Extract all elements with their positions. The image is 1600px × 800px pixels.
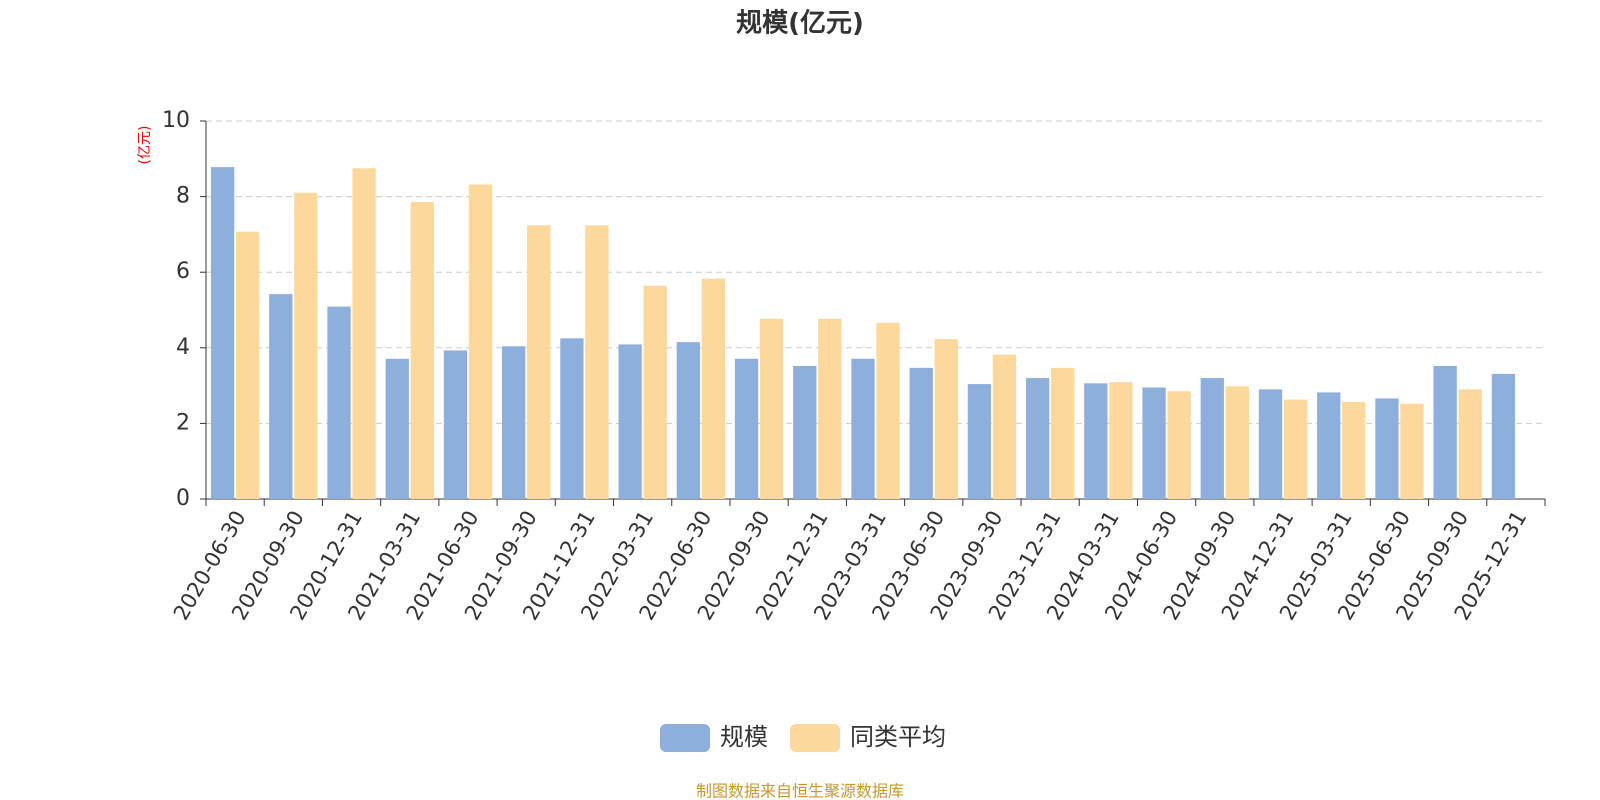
bar <box>992 354 1017 499</box>
legend-label: 规模 <box>720 723 768 751</box>
y-tick-label: 6 <box>176 259 190 284</box>
bar <box>876 322 900 499</box>
bar <box>385 358 409 499</box>
y-axis-label: (亿元) <box>137 126 153 165</box>
bar <box>1109 382 1133 499</box>
bar <box>410 201 434 499</box>
y-tick-label: 2 <box>176 410 190 435</box>
bar <box>1283 399 1308 499</box>
bar <box>560 338 584 499</box>
bar <box>502 346 526 499</box>
bar <box>443 350 468 499</box>
bar <box>1225 386 1249 499</box>
legend-swatch <box>790 724 840 752</box>
bar <box>818 318 842 499</box>
y-tick-label: 0 <box>176 486 190 511</box>
bar <box>1400 403 1424 499</box>
bar <box>1458 389 1482 499</box>
bar <box>1025 378 1050 499</box>
bar <box>1200 378 1224 499</box>
bar <box>676 342 700 499</box>
bar <box>934 339 958 499</box>
bar <box>734 358 759 499</box>
bar <box>327 306 351 499</box>
bar <box>793 365 817 499</box>
y-tick-label: 10 <box>162 108 190 133</box>
bar <box>643 285 667 499</box>
bar <box>1342 401 1366 499</box>
bar <box>1375 398 1399 499</box>
bar <box>1084 383 1108 499</box>
bar <box>909 367 933 499</box>
bar <box>294 192 318 499</box>
bar <box>1051 367 1075 499</box>
chart-title: 规模(亿元) <box>736 9 864 39</box>
y-tick-label: 4 <box>176 335 190 360</box>
bar <box>1491 373 1516 499</box>
source-note: 制图数据来自恒生聚源数据库 <box>696 782 904 800</box>
bar <box>210 167 235 499</box>
bar <box>618 344 642 499</box>
bar <box>352 168 376 499</box>
bar <box>1142 387 1166 499</box>
bar <box>1167 391 1191 499</box>
bar <box>527 225 551 499</box>
bar <box>967 384 992 499</box>
bar <box>1317 392 1341 499</box>
y-tick-label: 8 <box>176 184 190 209</box>
bar <box>235 231 260 499</box>
legend-swatch <box>660 724 710 752</box>
bar <box>468 184 493 499</box>
bar <box>1433 365 1457 499</box>
bar <box>759 318 784 499</box>
bar <box>1258 389 1283 499</box>
legend-label: 同类平均 <box>850 723 946 751</box>
bar <box>851 358 875 499</box>
bar <box>701 278 726 499</box>
bar <box>269 294 293 499</box>
bar <box>585 225 609 499</box>
